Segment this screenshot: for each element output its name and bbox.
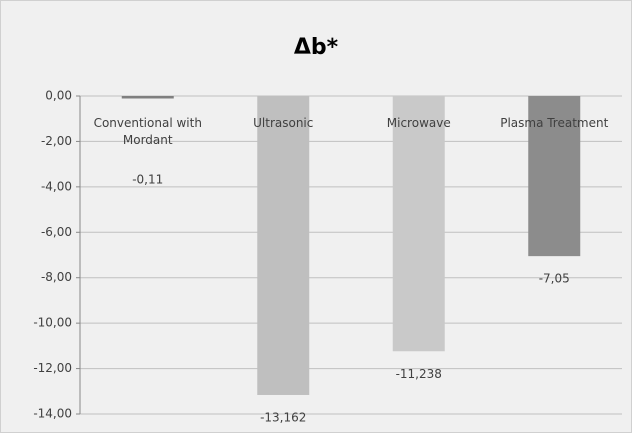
bar	[528, 96, 581, 257]
y-tick-label: -4,00	[41, 179, 72, 193]
x-tick-label: Conventional with Mordant	[93, 116, 202, 147]
x-tick-label-box: Conventional with Mordant	[93, 116, 202, 147]
chart-title: Δb*	[294, 35, 339, 60]
bar	[121, 96, 174, 99]
x-tick-label: Plasma Treatment	[500, 116, 609, 130]
y-tick-label: -14,00	[33, 407, 72, 421]
x-tick-label-box: Plasma Treatment	[500, 116, 609, 130]
data-label: -11,238	[396, 367, 442, 381]
data-label: -13,162	[260, 410, 306, 424]
data-label: -7,05	[539, 272, 570, 286]
data-label: -0,11	[132, 173, 163, 187]
x-tick-label-box: Microwave	[386, 116, 451, 130]
y-tick-label: -2,00	[41, 134, 72, 148]
bar	[392, 96, 445, 352]
y-tick-label: 0,00	[45, 89, 72, 103]
x-tick-label: Ultrasonic	[253, 116, 314, 130]
y-tick-label: -6,00	[41, 225, 72, 239]
x-tick-label-box: Ultrasonic	[253, 116, 314, 130]
y-tick-label: -8,00	[41, 270, 72, 284]
y-tick-label: -12,00	[33, 361, 72, 375]
y-tick-label: -10,00	[33, 316, 72, 330]
x-tick-label: Microwave	[386, 116, 451, 130]
bar	[257, 96, 310, 395]
